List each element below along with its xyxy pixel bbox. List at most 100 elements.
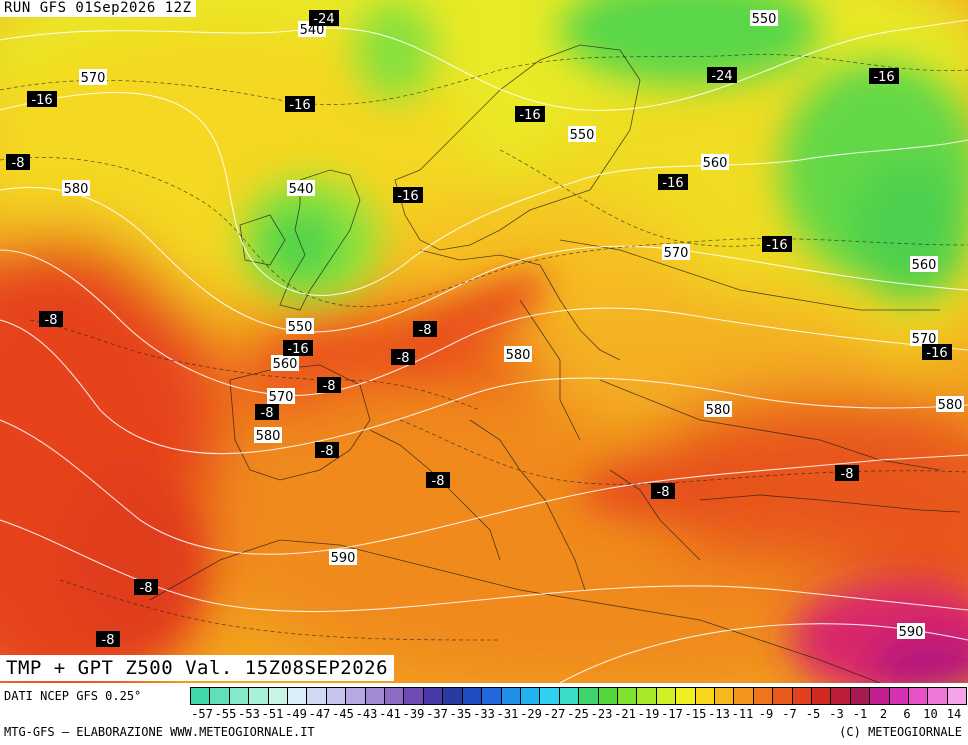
scale-swatch — [616, 687, 638, 705]
scale-label: -21 — [614, 707, 636, 721]
scale-label: -3 — [829, 707, 844, 721]
scale-label: -9 — [758, 707, 774, 721]
temperature-label: -16 — [283, 340, 313, 357]
scale-swatch — [248, 687, 269, 705]
svg-text:-8: -8 — [261, 406, 274, 421]
data-source-label: DATI NCEP GFS 0.25° — [4, 689, 142, 703]
temperature-label: -8 — [96, 631, 120, 648]
scale-swatch — [908, 687, 929, 705]
scale-label: -19 — [637, 707, 660, 721]
svg-text:570: 570 — [912, 332, 937, 347]
svg-text:-8: -8 — [419, 323, 432, 338]
geopotential-label: 550 — [286, 318, 314, 335]
run-title: RUN GFS 01Sep2026 12Z — [0, 0, 196, 17]
svg-text:560: 560 — [703, 156, 728, 171]
temperature-label: -16 — [27, 91, 57, 108]
geopotential-label: 580 — [62, 180, 90, 197]
scale-swatch — [228, 687, 250, 705]
scale-label: -39 — [402, 707, 425, 721]
temperature-label: -24 — [309, 10, 339, 27]
temperature-label: -16 — [515, 106, 545, 123]
svg-text:590: 590 — [331, 551, 356, 566]
svg-text:-8: -8 — [140, 581, 153, 596]
geopotential-label: 560 — [910, 256, 938, 273]
svg-text:590: 590 — [899, 625, 924, 640]
geopotential-label: 580 — [254, 427, 282, 444]
svg-text:-16: -16 — [926, 346, 947, 361]
temperature-label: -8 — [315, 442, 339, 459]
scale-label: -55 — [214, 707, 237, 721]
geopotential-label: 560 — [271, 355, 299, 372]
scale-swatch — [209, 687, 230, 705]
scale-swatch — [384, 687, 405, 705]
scale-swatch — [655, 687, 677, 705]
geopotential-label: 590 — [329, 549, 357, 566]
scale-label: -51 — [261, 707, 284, 721]
svg-text:-24: -24 — [711, 69, 732, 84]
svg-text:580: 580 — [256, 429, 281, 444]
scale-swatch — [694, 687, 715, 705]
svg-text:-8: -8 — [323, 379, 336, 394]
scale-swatch — [287, 687, 308, 705]
temperature-label: -8 — [39, 311, 63, 328]
svg-text:-16: -16 — [289, 98, 310, 113]
scale-label: -31 — [496, 707, 519, 721]
scale-swatch — [442, 687, 463, 705]
svg-text:560: 560 — [912, 258, 937, 273]
temperature-label: -8 — [317, 377, 341, 394]
scale-swatch — [190, 687, 211, 705]
scale-label: -37 — [426, 707, 448, 721]
scale-swatch — [733, 687, 754, 705]
temperature-label: -16 — [658, 174, 688, 191]
svg-text:550: 550 — [570, 128, 595, 143]
coastlines — [149, 44, 961, 683]
scale-label: 14 — [946, 707, 962, 721]
scale-label: -1 — [852, 707, 868, 721]
scale-swatch — [461, 687, 483, 705]
scale-label: -11 — [731, 707, 754, 721]
scale-swatch — [927, 687, 948, 705]
color-scale-labels: -57 -55 -53 -51 -49 -47 -45 -43 -41 -39 -37 -35 -33-… — [190, 707, 966, 721]
scale-swatch — [869, 687, 890, 705]
temperature-label: -8 — [134, 579, 158, 596]
geopotential-label: 570 — [267, 388, 295, 405]
svg-text:-16: -16 — [873, 70, 894, 85]
temperature-label: -8 — [255, 404, 279, 421]
geopotential-label: 570 — [910, 330, 938, 347]
temperature-label: -8 — [651, 483, 675, 500]
scale-swatch — [772, 687, 793, 705]
scale-swatch — [267, 687, 289, 705]
scale-swatch — [364, 687, 386, 705]
temperature-label: -16 — [762, 236, 792, 253]
svg-text:-16: -16 — [31, 93, 52, 108]
scale-label: -23 — [590, 707, 613, 721]
map-labels: 540 550 570 580 540 550 560 570 580 550 … — [6, 10, 964, 648]
svg-text:-24: -24 — [313, 12, 334, 27]
temperature-label: -16 — [285, 96, 315, 113]
scale-label: -15 — [684, 707, 707, 721]
scale-label: -7 — [782, 707, 797, 721]
svg-text:-8: -8 — [321, 444, 334, 459]
scale-swatch — [422, 687, 444, 705]
svg-text:-8: -8 — [841, 467, 854, 482]
temperature-label: -16 — [393, 187, 423, 204]
geopotential-label: 570 — [79, 69, 107, 86]
scale-swatch — [519, 687, 541, 705]
scale-swatch — [578, 687, 599, 705]
svg-text:570: 570 — [81, 71, 106, 86]
svg-text:-16: -16 — [397, 189, 418, 204]
svg-text:580: 580 — [506, 348, 531, 363]
copyright-label: (C) METEOGIORNALE — [839, 725, 962, 739]
svg-text:-8: -8 — [12, 156, 25, 171]
scale-swatch — [558, 687, 580, 705]
temperature-label: -8 — [391, 349, 415, 366]
scale-swatch — [791, 687, 812, 705]
scale-swatch — [713, 687, 735, 705]
temperature-label: -16 — [922, 344, 952, 361]
geopotential-label: 570 — [662, 244, 690, 261]
svg-text:540: 540 — [289, 182, 314, 197]
scale-label: -47 — [308, 707, 331, 721]
scale-swatch — [888, 687, 910, 705]
scale-label: -29 — [520, 707, 542, 721]
svg-text:550: 550 — [752, 12, 777, 27]
